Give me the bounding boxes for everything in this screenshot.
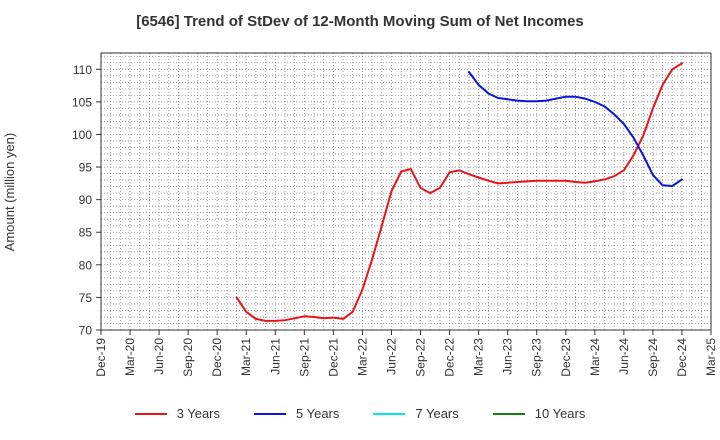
x-tick-label: Jun-24: [617, 338, 631, 375]
y-tick-label: 70: [79, 324, 93, 338]
x-tick-label: Mar-24: [588, 338, 602, 376]
x-tick-label: Dec-20: [210, 338, 224, 377]
x-tick-label: Dec-19: [94, 338, 108, 377]
y-tick-label: 100: [72, 128, 92, 142]
legend-label: 5 Years: [296, 406, 340, 421]
x-tick-label: Jun-21: [268, 338, 282, 375]
plot-frame: [100, 52, 712, 331]
x-tick-label: Sep-23: [530, 338, 544, 377]
legend-swatch: [254, 412, 286, 415]
series-line-3-years: [235, 62, 683, 322]
axis-layer: 70 75 80 85 90 95 100 105 110 Dec-19 Mar-20 Jun-20 S…: [72, 52, 718, 377]
legend: 3 Years 5 Years 7 Years 10 Years: [0, 406, 720, 421]
x-tick-label: Mar-23: [472, 338, 486, 376]
y-tick-label: 85: [79, 226, 93, 240]
legend-label: 10 Years: [534, 406, 586, 421]
y-tick-label: 110: [73, 63, 92, 77]
legend-label: 3 Years: [176, 406, 220, 421]
x-tick-label: Sep-21: [297, 338, 311, 377]
series-line-5-years: [467, 70, 683, 187]
x-tick-label: Sep-22: [414, 338, 428, 377]
x-tick-label: Sep-20: [181, 338, 195, 377]
x-tick-label: Dec-21: [326, 338, 340, 377]
y-tick-label: 105: [72, 95, 92, 109]
y-tick-label: 95: [79, 161, 93, 175]
legend-swatch: [492, 412, 525, 415]
legend-swatch: [134, 412, 167, 415]
chart-title: [6546] Trend of StDev of 12-Month Moving…: [136, 13, 584, 30]
x-tick-label: Dec-24: [675, 338, 689, 377]
series-layer: [235, 62, 683, 322]
legend-item-7-years: 7 Years: [373, 406, 459, 421]
y-tick-label: 90: [79, 193, 93, 207]
y-tick-label: 80: [79, 258, 93, 272]
x-tick-label: Mar-21: [239, 338, 253, 376]
x-tick-label: Dec-23: [559, 338, 573, 377]
legend-item-10-years: 10 Years: [492, 406, 586, 421]
x-tick-label: Mar-22: [355, 338, 369, 376]
x-tick-label: Mar-25: [704, 338, 718, 376]
x-tick-label: Jun-22: [384, 338, 398, 375]
legend-swatch: [373, 412, 406, 415]
x-tick-label: Mar-20: [123, 338, 137, 376]
y-tick-label: 75: [79, 291, 93, 305]
legend-item-5-years: 5 Years: [254, 406, 339, 421]
legend-item-3-years: 3 Years: [134, 406, 220, 421]
legend-label: 7 Years: [415, 406, 459, 421]
grid-layer: [101, 53, 711, 330]
x-tick-label: Jun-23: [501, 338, 515, 375]
x-tick-label: Sep-24: [646, 338, 660, 377]
x-tick-label: Jun-20: [152, 338, 166, 375]
x-tick-label: Dec-22: [443, 338, 457, 377]
